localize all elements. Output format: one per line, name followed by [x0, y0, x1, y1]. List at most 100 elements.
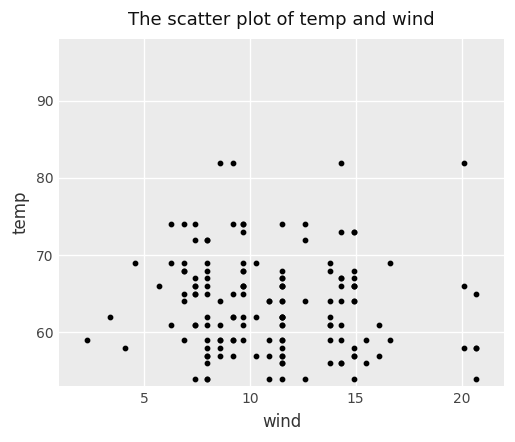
Point	[278, 360, 286, 367]
Point	[278, 375, 286, 382]
Point	[216, 336, 224, 343]
Point	[326, 267, 334, 274]
Point	[278, 336, 286, 343]
Point	[350, 229, 358, 236]
Point	[203, 275, 212, 282]
Point	[229, 313, 237, 320]
Point	[239, 336, 248, 343]
Point	[326, 259, 334, 267]
Point	[239, 313, 248, 320]
Point	[239, 221, 248, 228]
Point	[278, 282, 286, 290]
Point	[216, 321, 224, 328]
Point	[203, 313, 212, 320]
Point	[278, 360, 286, 367]
Point	[326, 336, 334, 343]
Point	[203, 236, 212, 243]
Point	[337, 360, 345, 367]
Point	[203, 336, 212, 343]
Point	[239, 282, 248, 290]
Point	[350, 352, 358, 359]
Point	[337, 275, 345, 282]
X-axis label: wind: wind	[262, 413, 301, 431]
Point	[229, 290, 237, 297]
Point	[350, 298, 358, 305]
Point	[337, 336, 345, 343]
Point	[203, 375, 212, 382]
Point	[154, 282, 163, 290]
Point	[278, 336, 286, 343]
Point	[350, 352, 358, 359]
Point	[326, 313, 334, 320]
Point	[278, 282, 286, 290]
Point	[459, 344, 468, 351]
Point	[106, 313, 114, 320]
Point	[216, 298, 224, 305]
Point	[278, 352, 286, 359]
Point	[180, 221, 188, 228]
Point	[203, 360, 212, 367]
Point	[191, 321, 199, 328]
Point	[278, 298, 286, 305]
Point	[278, 275, 286, 282]
Point	[203, 352, 212, 359]
Point	[472, 290, 480, 297]
Point	[472, 344, 480, 351]
Point	[191, 282, 199, 290]
Point	[362, 360, 370, 367]
Point	[229, 414, 237, 421]
Point	[326, 298, 334, 305]
Point	[326, 321, 334, 328]
Point	[180, 259, 188, 267]
Point	[239, 267, 248, 274]
Point	[326, 321, 334, 328]
Point	[350, 267, 358, 274]
Point	[252, 313, 260, 320]
Point	[167, 321, 176, 328]
Point	[252, 259, 260, 267]
Point	[278, 352, 286, 359]
Point	[350, 282, 358, 290]
Point	[326, 360, 334, 367]
Point	[239, 282, 248, 290]
Point	[191, 236, 199, 243]
Point	[278, 282, 286, 290]
Point	[350, 298, 358, 305]
Point	[203, 282, 212, 290]
Point	[216, 352, 224, 359]
Point	[301, 298, 309, 305]
Point	[337, 414, 345, 421]
Point	[180, 336, 188, 343]
Point	[459, 282, 468, 290]
Point	[239, 321, 248, 328]
Point	[337, 321, 345, 328]
Point	[278, 275, 286, 282]
Point	[121, 344, 129, 351]
Point	[191, 375, 199, 382]
Point	[180, 290, 188, 297]
Point	[472, 375, 480, 382]
Point	[191, 290, 199, 297]
Point	[239, 282, 248, 290]
Point	[203, 352, 212, 359]
Point	[167, 259, 176, 267]
Point	[301, 375, 309, 382]
Point	[278, 267, 286, 274]
Point	[180, 267, 188, 274]
Point	[180, 267, 188, 274]
Point	[385, 336, 393, 343]
Point	[362, 336, 370, 343]
Point	[472, 344, 480, 351]
Point	[385, 259, 393, 267]
Point	[239, 259, 248, 267]
Point	[203, 344, 212, 351]
Point	[375, 352, 383, 359]
Point	[337, 229, 345, 236]
Point	[301, 236, 309, 243]
Point	[278, 414, 286, 421]
Point	[203, 290, 212, 297]
Point	[216, 159, 224, 166]
Point	[265, 298, 273, 305]
Point	[278, 321, 286, 328]
Point	[350, 344, 358, 351]
